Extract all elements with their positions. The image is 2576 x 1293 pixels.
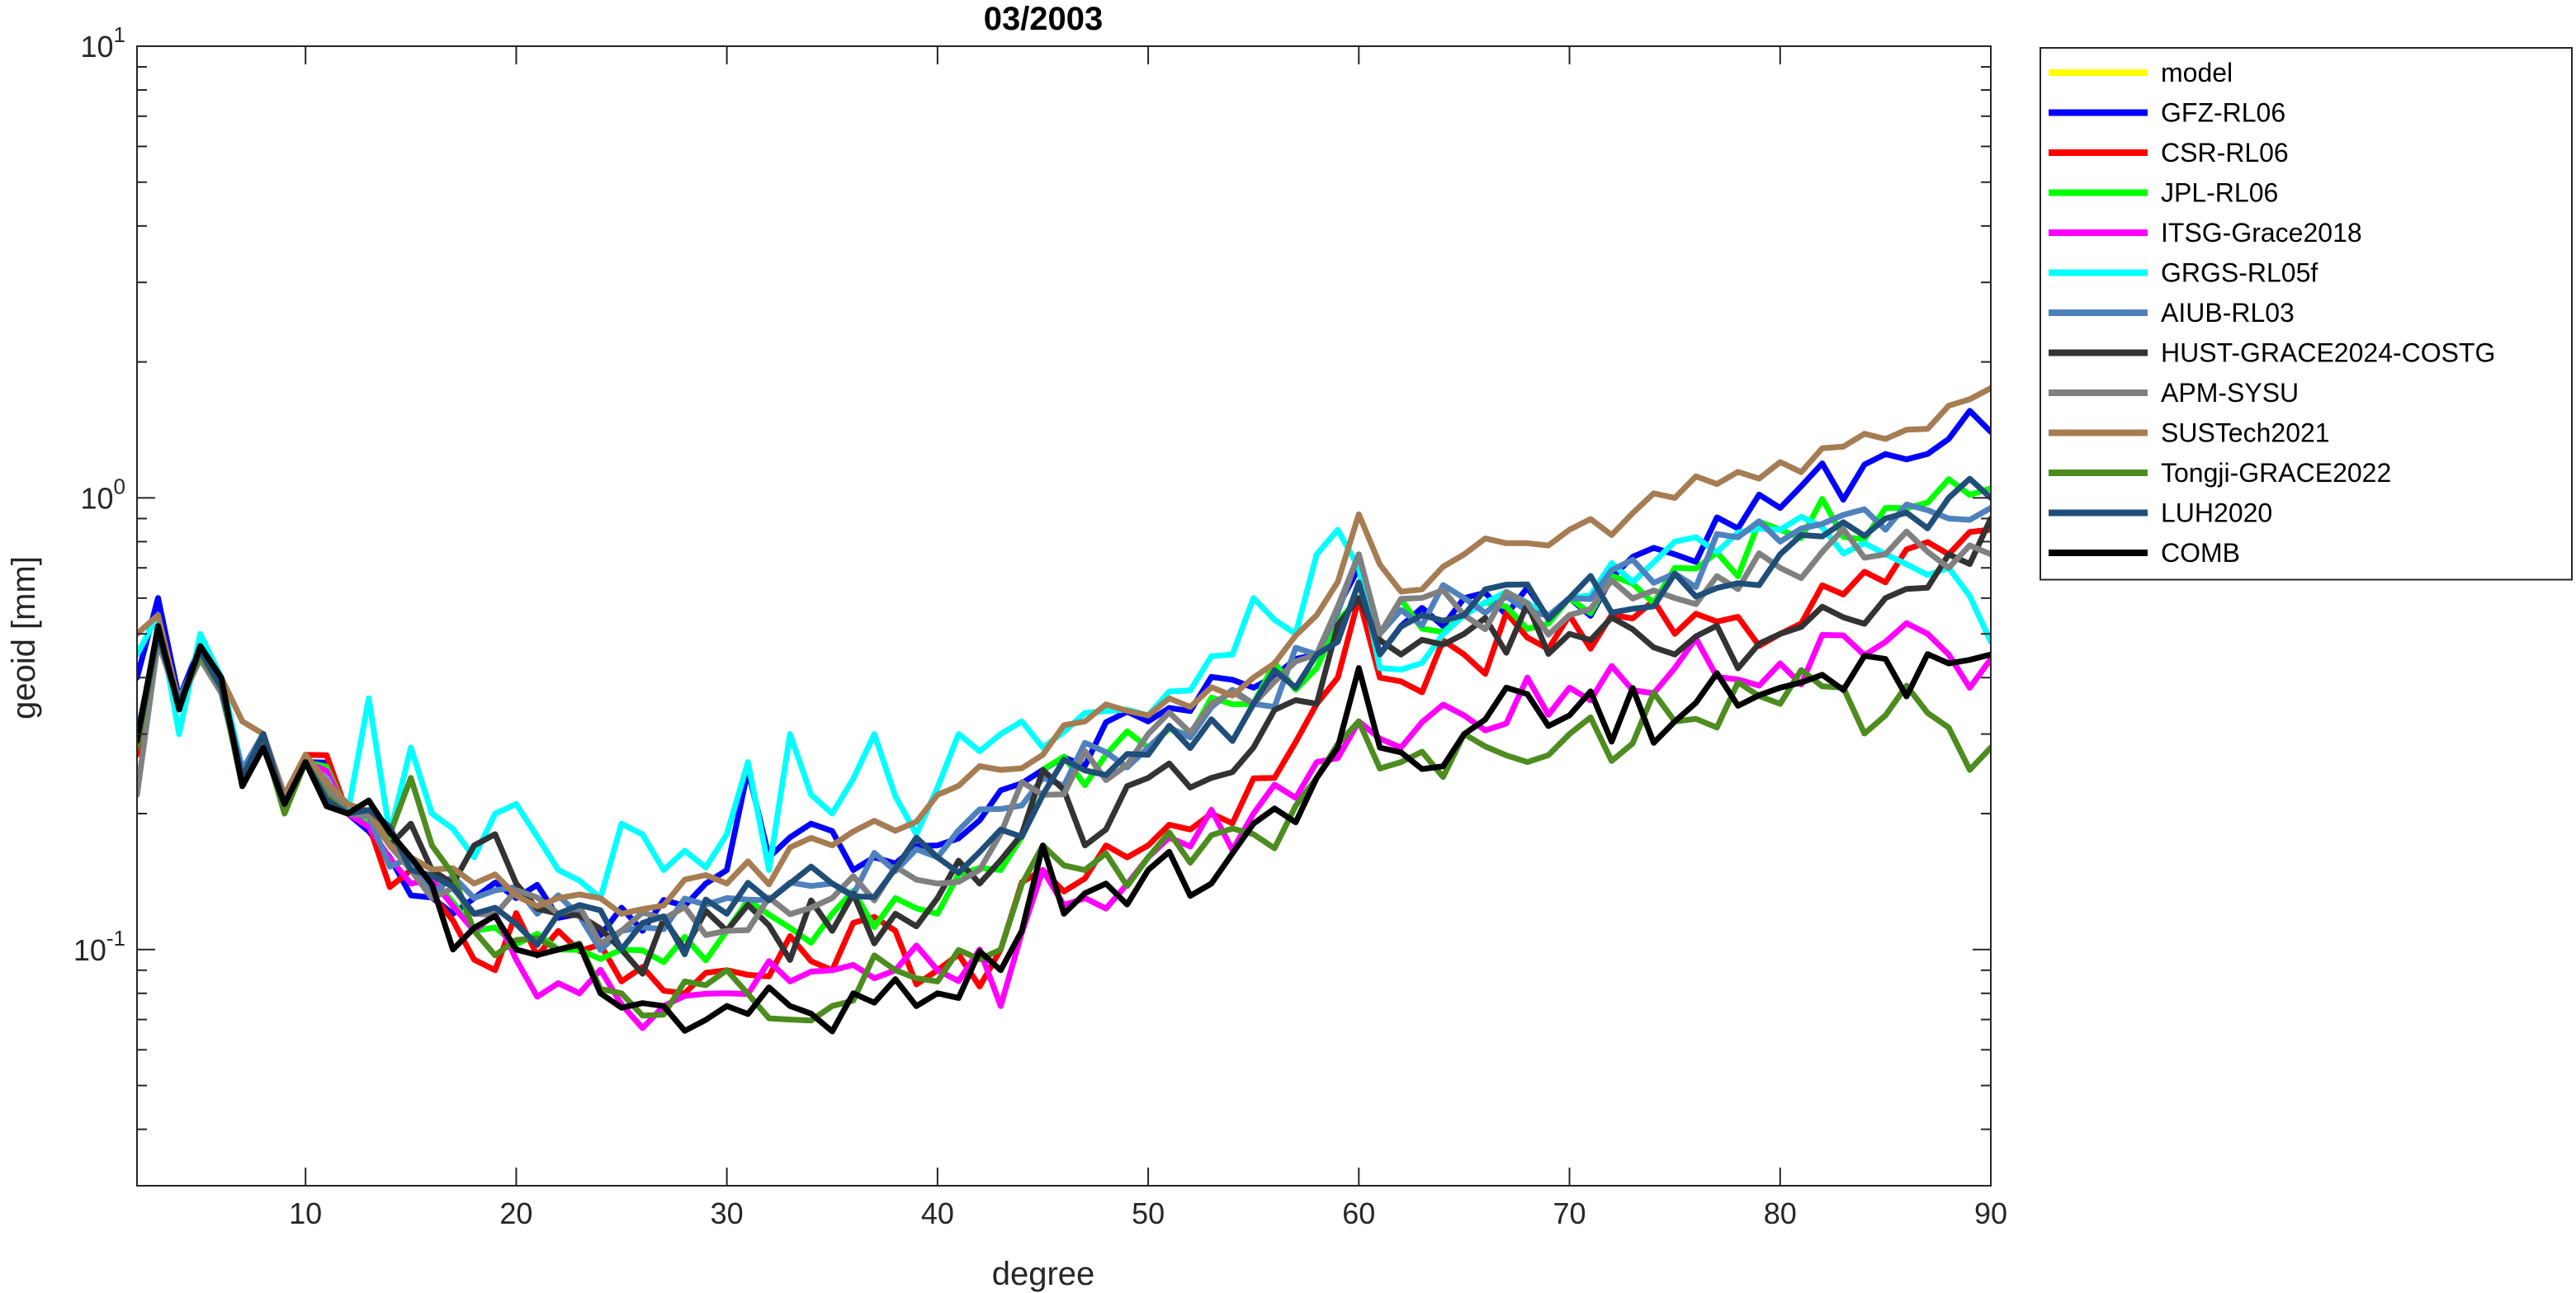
axes-frame	[136, 45, 1992, 1187]
x-tick-label: 60	[1342, 1196, 1375, 1230]
legend-label-apm-sysu: APM-SYSU	[2161, 378, 2299, 408]
series-line-comb	[137, 623, 1991, 1035]
y-axis-ticks: 101 100 10-1	[73, 22, 1991, 1187]
x-tick-label: 90	[1974, 1196, 2007, 1230]
legend: model GFZ-RL06 CSR-RL06 JPL-RL06 ITSG-Grace2…	[2040, 47, 2573, 581]
x-axis-ticks: 10 20 30 40 50 60 70 80 90	[289, 46, 2007, 1230]
x-tick-label: 20	[499, 1196, 532, 1230]
series-line-tongji-grace2022	[137, 630, 1991, 1024]
series-line-csr-rl06	[137, 526, 1991, 997]
legend-label-comb: COMB	[2161, 538, 2240, 568]
legend-label-sustech2021: SUSTech2021	[2161, 418, 2330, 448]
series-line-luh2020	[137, 475, 1991, 957]
plot-area	[136, 45, 1992, 1187]
x-tick-label: 10	[289, 1196, 322, 1230]
legend-label-tongji-grace2022: Tongji-GRACE2022	[2161, 458, 2391, 488]
legend-label-hust-grace2024-costg: HUST-GRACE2024-COSTG	[2161, 338, 2495, 368]
legend-label-itsg-grace2018: ITSG-Grace2018	[2161, 218, 2362, 248]
x-tick-label: 80	[1764, 1196, 1797, 1230]
legend-label-csr-rl06: CSR-RL06	[2161, 138, 2289, 168]
x-tick-label: 50	[1132, 1196, 1165, 1230]
x-tick-label: 30	[711, 1196, 744, 1230]
series-line-apm-sysu	[137, 526, 1991, 946]
y-axis-label: geoid [mm]	[6, 556, 42, 720]
series-line-grgs-rl05f	[137, 513, 1991, 901]
x-tick-label: 40	[921, 1196, 954, 1230]
legend-label-luh2020: LUH2020	[2161, 498, 2272, 528]
legend-label-jpl-rl06: JPL-RL06	[2161, 178, 2278, 208]
legend-label-model: model	[2161, 58, 2233, 87]
series-lines	[137, 385, 1991, 1035]
y-tick-label: 100	[80, 474, 125, 515]
legend-label-gfz-rl06: GFZ-RL06	[2161, 98, 2285, 128]
chart-title: 03/2003	[984, 1, 1104, 37]
x-axis-label: degree	[992, 1256, 1095, 1292]
y-tick-label: 101	[80, 22, 125, 64]
y-tick-label: 10-1	[73, 926, 125, 967]
x-tick-label: 70	[1553, 1196, 1586, 1230]
legend-label-aiub-rl03: AIUB-RL03	[2161, 298, 2295, 328]
legend-label-grgs-rl05f: GRGS-RL05f	[2161, 258, 2318, 288]
